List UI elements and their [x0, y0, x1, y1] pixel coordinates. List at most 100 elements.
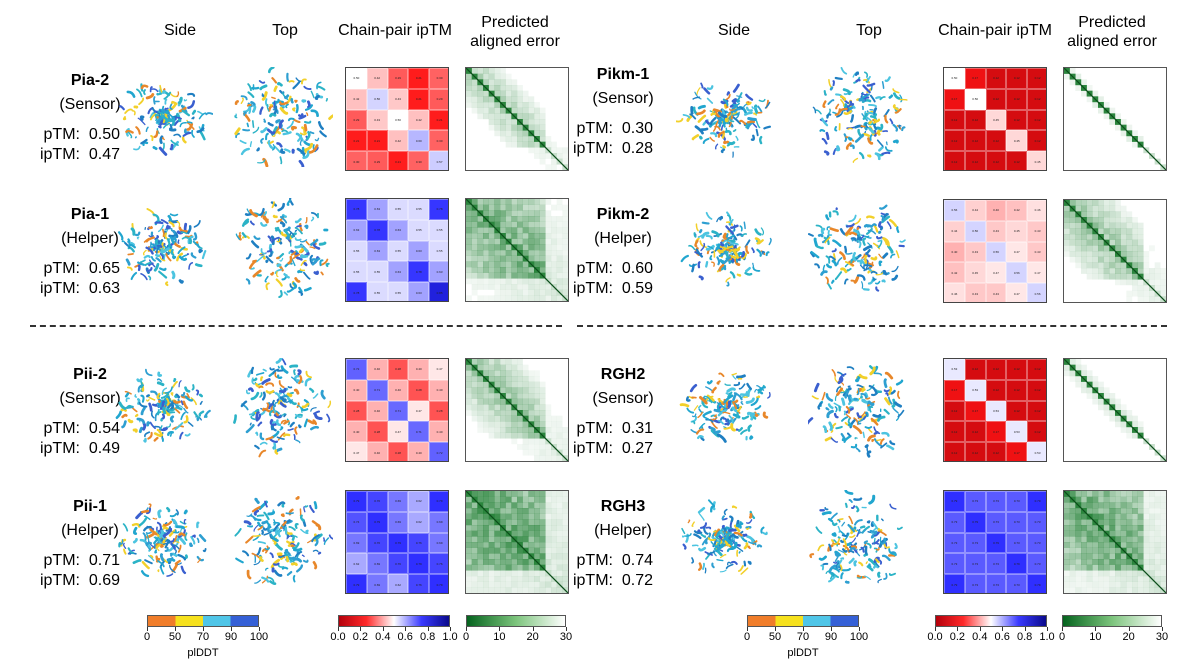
ribbon-segment	[305, 370, 312, 379]
ribbon-segment	[699, 396, 708, 405]
pae-cell	[534, 221, 540, 228]
pae-cell	[1160, 547, 1166, 554]
ribbon-segment	[878, 146, 884, 152]
ribbon-segment	[833, 561, 838, 564]
matrix-cell: 0.60	[408, 130, 430, 152]
pae-cell	[528, 136, 535, 142]
ribbon-segment	[286, 72, 289, 82]
ribbon-segment	[257, 525, 264, 531]
pae-cell	[488, 199, 495, 205]
ribbon-segment	[709, 255, 713, 261]
pae-cell	[499, 68, 506, 74]
ribbon-segment	[266, 104, 270, 112]
pae-cell	[562, 443, 568, 450]
ribbon-segment	[879, 536, 883, 545]
ribbon-segment	[718, 263, 725, 272]
ribbon-segment	[768, 237, 772, 246]
ribbon-segment	[831, 259, 838, 267]
pae-cell	[562, 513, 568, 520]
ribbon-segment	[696, 434, 704, 440]
ribbon-segment	[828, 575, 837, 583]
ribbon-segment	[841, 397, 846, 406]
ribbon-segment	[156, 378, 163, 382]
ribbon-segment	[309, 254, 314, 264]
pae-cell	[477, 261, 484, 268]
pae-cell	[562, 244, 568, 251]
pae-cell	[539, 387, 546, 394]
ribbon-segment	[868, 558, 878, 567]
ribbon-segment	[703, 395, 713, 404]
pae-cell	[1103, 205, 1110, 212]
ribbon-segment	[883, 389, 892, 393]
pae-cell	[1132, 553, 1138, 560]
ribbon-segment	[720, 403, 727, 410]
pae-cell	[499, 547, 506, 554]
pae-cell	[1126, 233, 1133, 240]
ribbon-segment	[846, 366, 855, 370]
ribbon-segment	[719, 553, 727, 559]
matrix-cell: 0.55	[346, 240, 367, 262]
pae-cell	[528, 392, 535, 399]
ribbon-segment	[864, 411, 869, 417]
ribbon-segment	[169, 432, 173, 437]
pae-cell	[488, 427, 495, 433]
pae-cell	[539, 244, 546, 251]
ribbon-segment	[293, 388, 300, 395]
pae-cell	[505, 141, 512, 148]
pae-cell	[499, 387, 506, 394]
pae-cell	[1126, 245, 1133, 252]
ribbon-segment	[843, 434, 852, 443]
pae-cell	[1132, 432, 1138, 439]
ribbon-segment	[692, 420, 696, 425]
ribbon-segment	[867, 400, 875, 407]
pae-cell	[1086, 524, 1093, 531]
pae-cell	[1081, 513, 1087, 520]
pae-cell	[550, 587, 557, 593]
ribbon-segment	[884, 371, 894, 380]
pae-cell	[1154, 542, 1161, 548]
pae-cell	[522, 410, 529, 416]
pae-cell	[1064, 217, 1070, 223]
pae-cell	[1160, 570, 1166, 577]
matrix-cell: 0.56	[964, 220, 986, 242]
pae-cell	[494, 530, 501, 537]
ribbon-segment	[265, 259, 269, 263]
pae-cell	[499, 581, 506, 588]
colorbar-tick-mark	[859, 627, 860, 631]
pae-cell	[522, 553, 529, 560]
pae-cell	[1081, 381, 1087, 388]
pae-cell	[499, 113, 506, 120]
ribbon-segment	[151, 88, 159, 93]
pae-cell	[466, 496, 472, 503]
pae-cell	[511, 210, 518, 217]
ribbon-segment	[749, 435, 754, 440]
pae-cell	[466, 502, 472, 509]
pae-cell	[1064, 73, 1070, 80]
ribbon-segment	[699, 135, 703, 140]
matrix-cell: 0.12	[944, 151, 965, 170]
ribbon-segment	[743, 560, 747, 567]
ribbon-segment	[721, 517, 728, 521]
matrix-cell: 0.72	[429, 442, 448, 461]
ribbon-segment	[180, 231, 188, 235]
pae-cell	[562, 289, 568, 296]
pae-cell	[556, 232, 563, 239]
pae-cell	[528, 427, 535, 433]
ribbon-segment	[180, 254, 188, 261]
ribbon-segment	[180, 400, 184, 406]
pae-cell	[488, 564, 495, 571]
ribbon-segment	[241, 232, 247, 238]
pae-cell	[517, 359, 523, 365]
pae-cell	[499, 267, 506, 273]
ribbon-segment	[861, 253, 866, 259]
pae-cell	[1120, 130, 1127, 137]
pae-cell	[483, 79, 489, 86]
pae-cell	[488, 113, 495, 120]
ribbon-segment	[292, 542, 300, 550]
ribbon-segment	[162, 527, 173, 538]
pae-cell	[1132, 519, 1138, 526]
pae-cell	[483, 227, 489, 234]
matrix-cell: 0.56	[1027, 283, 1046, 302]
pae-cell	[1103, 542, 1110, 548]
pae-cell	[534, 261, 540, 268]
